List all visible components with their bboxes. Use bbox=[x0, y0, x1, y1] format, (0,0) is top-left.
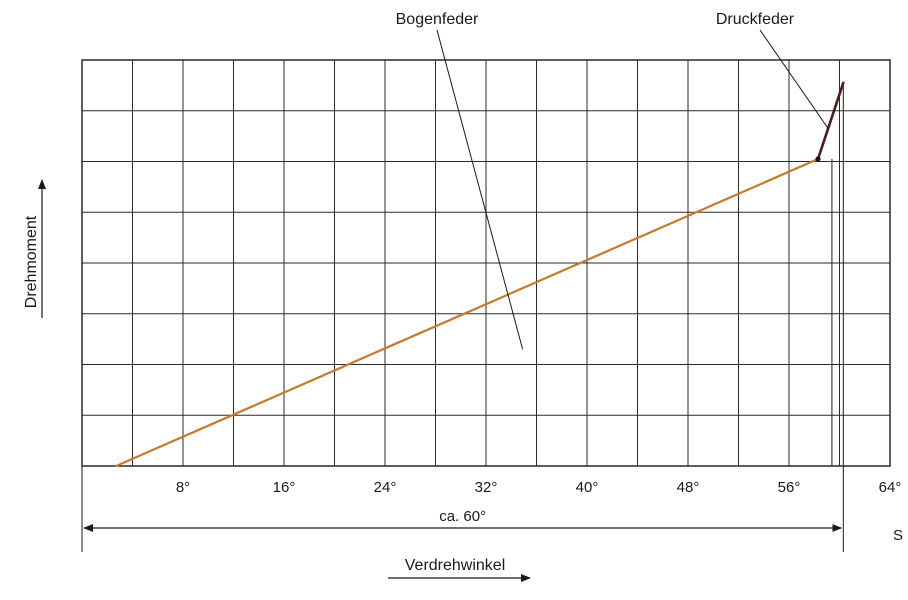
x-tick-label: 64° bbox=[879, 479, 902, 496]
callout-leader-druckfeder bbox=[759, 29, 829, 129]
series-line-bogenfeder bbox=[115, 157, 820, 468]
callout-label-druckfeder: Druckfeder bbox=[716, 11, 795, 28]
x-tick-label: 40° bbox=[576, 479, 599, 496]
series-group bbox=[115, 81, 845, 468]
x-tick-label: 16° bbox=[273, 479, 296, 496]
x-tick-label: 48° bbox=[677, 479, 700, 496]
grid bbox=[81, 59, 891, 552]
x-tick-label: 24° bbox=[374, 479, 397, 496]
s-marker-label: S bbox=[893, 527, 903, 544]
x-tick-label: 32° bbox=[475, 479, 498, 496]
series-line-druckfeder bbox=[816, 81, 845, 161]
callout-leader-bogenfeder bbox=[436, 29, 524, 350]
x-axis-label: Verdrehwinkel bbox=[405, 557, 506, 574]
x-tick-label: 8° bbox=[176, 479, 190, 496]
x-tick-labels: 8° 16° 24° 32° 40° 48° 56° 64° bbox=[176, 479, 902, 496]
series-callouts: Bogenfeder Druckfeder bbox=[396, 11, 829, 350]
transition-point bbox=[815, 156, 821, 162]
callout-label-bogenfeder: Bogenfeder bbox=[396, 11, 479, 28]
dimension-label: ca. 60° bbox=[439, 508, 486, 525]
y-axis-label: Drehmoment bbox=[23, 215, 40, 308]
x-tick-label: 56° bbox=[778, 479, 801, 496]
